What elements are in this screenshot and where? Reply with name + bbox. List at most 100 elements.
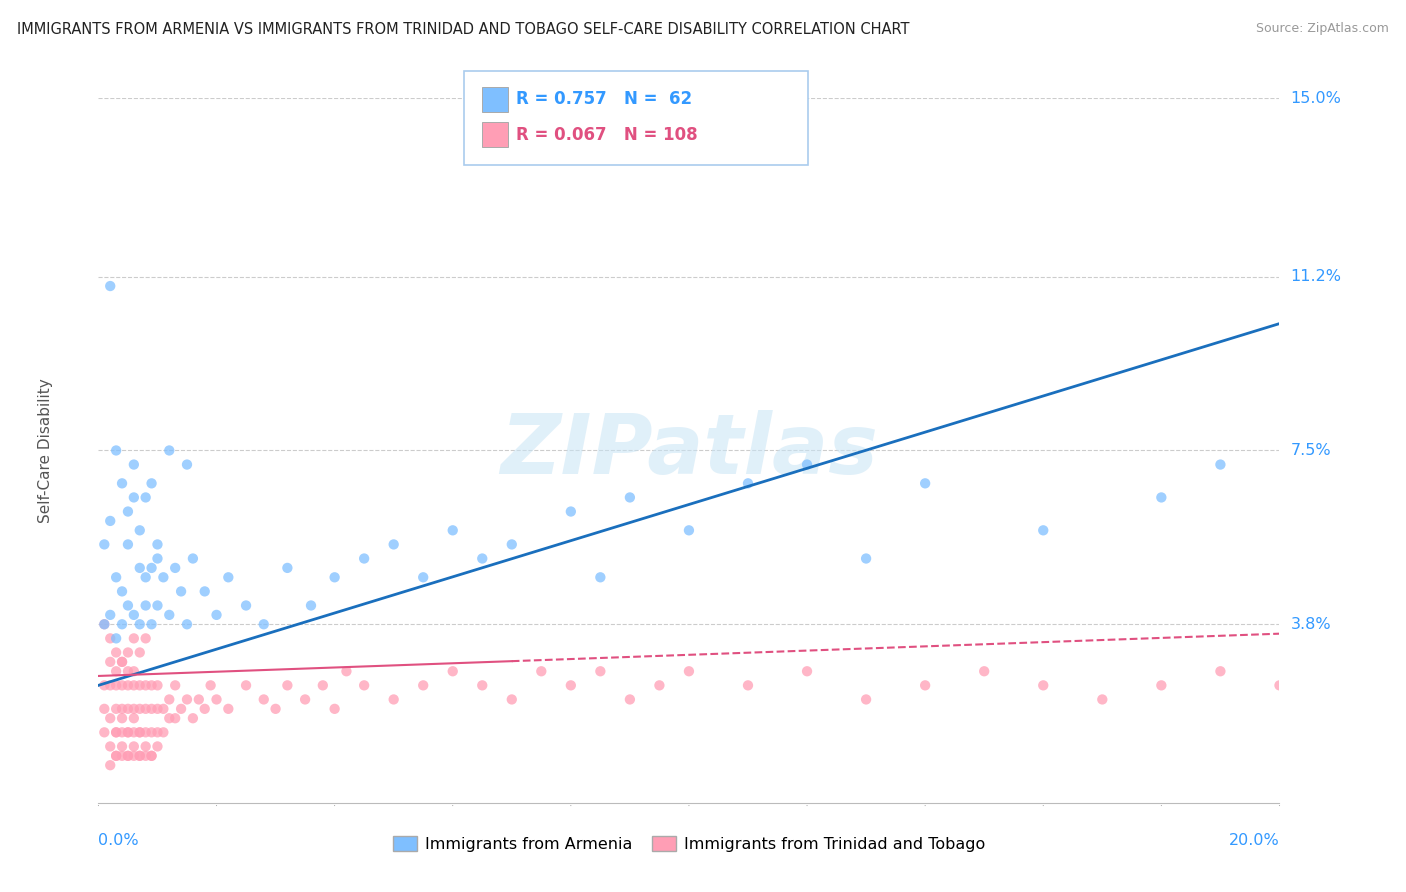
Text: 11.2%: 11.2% — [1291, 269, 1341, 285]
Point — [135, 599, 157, 613]
Point — [152, 570, 174, 584]
Point — [111, 748, 134, 763]
Point — [135, 678, 157, 692]
Point — [111, 655, 134, 669]
Point — [117, 725, 139, 739]
Point — [93, 537, 115, 551]
Point — [98, 739, 121, 754]
Point — [335, 665, 357, 679]
Point — [111, 702, 134, 716]
Point — [117, 725, 139, 739]
Point — [141, 725, 163, 739]
Point — [253, 617, 276, 632]
Point — [111, 678, 134, 692]
Point — [501, 692, 523, 706]
Point — [176, 692, 198, 706]
Point — [135, 491, 157, 505]
Point — [122, 725, 145, 739]
Point — [135, 748, 157, 763]
Point — [128, 748, 150, 763]
Point — [98, 279, 121, 293]
Point — [1032, 524, 1054, 538]
Point — [122, 702, 145, 716]
Text: IMMIGRANTS FROM ARMENIA VS IMMIGRANTS FROM TRINIDAD AND TOBAGO SELF-CARE DISABIL: IMMIGRANTS FROM ARMENIA VS IMMIGRANTS FR… — [17, 22, 910, 37]
Text: 20.0%: 20.0% — [1229, 833, 1279, 848]
Point — [165, 561, 187, 575]
Point — [98, 678, 121, 692]
Point — [128, 561, 150, 575]
Point — [187, 692, 209, 706]
Point — [176, 458, 198, 472]
Point — [135, 725, 157, 739]
Point — [128, 645, 150, 659]
Point — [105, 725, 128, 739]
Point — [146, 599, 169, 613]
Point — [441, 665, 464, 679]
Point — [111, 476, 134, 491]
Point — [93, 702, 115, 716]
Point — [382, 537, 405, 551]
Point — [98, 711, 121, 725]
Point — [737, 678, 759, 692]
Point — [1150, 678, 1173, 692]
Point — [98, 655, 121, 669]
Point — [200, 678, 222, 692]
Point — [181, 551, 204, 566]
Point — [122, 739, 145, 754]
Point — [105, 570, 128, 584]
Point — [312, 678, 335, 692]
Point — [128, 617, 150, 632]
Point — [194, 584, 217, 599]
Point — [294, 692, 316, 706]
Point — [589, 570, 612, 584]
Point — [560, 678, 582, 692]
Point — [276, 561, 298, 575]
Point — [105, 678, 128, 692]
Point — [117, 537, 139, 551]
Point — [141, 748, 163, 763]
Point — [111, 584, 134, 599]
Point — [105, 748, 128, 763]
Point — [117, 645, 139, 659]
Point — [128, 725, 150, 739]
Point — [141, 617, 163, 632]
Legend: Immigrants from Armenia, Immigrants from Trinidad and Tobago: Immigrants from Armenia, Immigrants from… — [387, 830, 991, 858]
Point — [323, 570, 346, 584]
Point — [111, 655, 134, 669]
Point — [1268, 678, 1291, 692]
Point — [382, 692, 405, 706]
Point — [128, 725, 150, 739]
Text: 15.0%: 15.0% — [1291, 91, 1341, 105]
Text: R = 0.757   N =  62: R = 0.757 N = 62 — [516, 90, 692, 108]
Point — [117, 748, 139, 763]
Point — [135, 739, 157, 754]
Point — [471, 678, 494, 692]
Point — [353, 678, 375, 692]
Point — [122, 607, 145, 622]
Point — [796, 665, 818, 679]
Point — [122, 632, 145, 646]
Point — [170, 702, 193, 716]
Point — [117, 748, 139, 763]
Point — [105, 702, 128, 716]
Point — [1091, 692, 1114, 706]
Point — [157, 692, 180, 706]
Point — [122, 458, 145, 472]
Point — [146, 678, 169, 692]
Point — [98, 758, 121, 772]
Point — [471, 551, 494, 566]
Point — [157, 711, 180, 725]
Point — [93, 617, 115, 632]
Point — [217, 702, 239, 716]
Point — [141, 476, 163, 491]
Point — [176, 617, 198, 632]
Point — [412, 570, 434, 584]
Point — [235, 599, 257, 613]
Point — [93, 678, 115, 692]
Point — [105, 665, 128, 679]
Point — [141, 702, 163, 716]
Text: ZIPatlas: ZIPatlas — [501, 410, 877, 491]
Point — [117, 678, 139, 692]
Text: 3.8%: 3.8% — [1291, 616, 1331, 632]
Point — [1150, 491, 1173, 505]
